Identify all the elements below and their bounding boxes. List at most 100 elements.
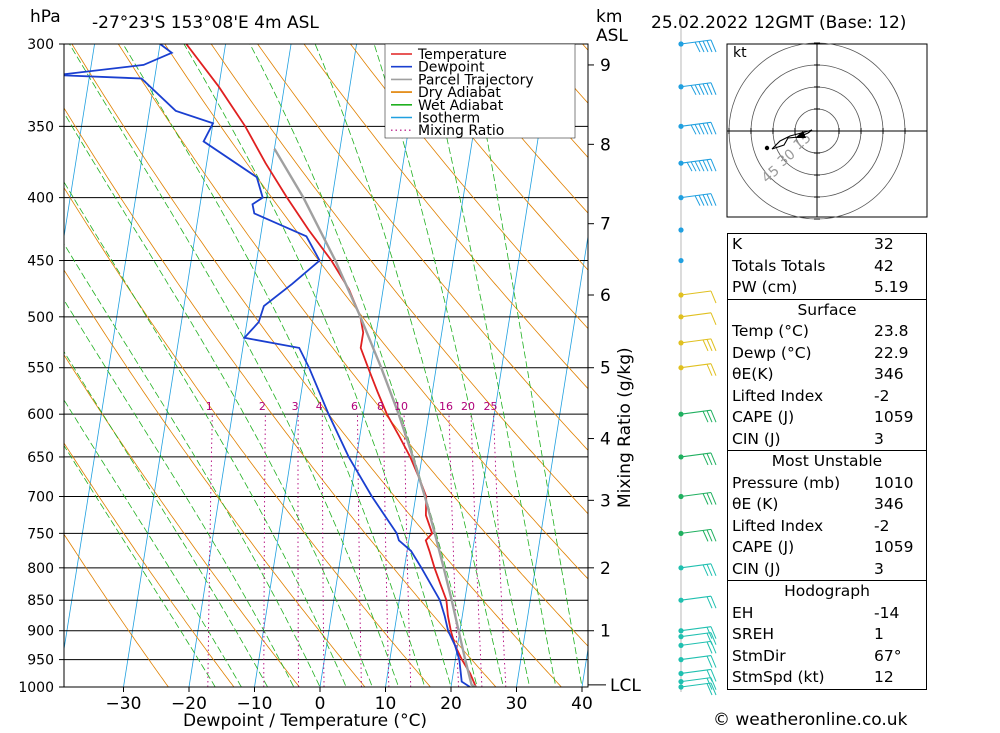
x-tick-label: 10 [375, 694, 397, 714]
mixing-ratio-line [493, 414, 507, 687]
wind-barb-tick [710, 596, 717, 609]
wind-barb-shaft [680, 82, 712, 88]
index-value: -2 [873, 516, 890, 535]
km-tick-label: 6 [600, 286, 611, 306]
wind-barb-tick [710, 409, 717, 423]
wind-barb-shaft [680, 409, 712, 415]
pressure-tick-label: 400 [27, 191, 54, 207]
dry-adiabat-line [349, 44, 588, 330]
wind-barb-tick [710, 655, 717, 668]
wind-barb-shaft [680, 632, 712, 638]
wind-barb-tick [710, 452, 717, 466]
wind-barb-tick [698, 123, 705, 135]
wind-barb-tick [706, 627, 713, 639]
wind-barb-tick [694, 41, 701, 53]
dry-adiabat-line [257, 44, 588, 451]
km-tick-label: 7 [600, 215, 611, 235]
km-tick-label: 1 [600, 622, 611, 642]
mixing-ratio-line [207, 414, 213, 687]
mixing-ratio-label: 25 [483, 400, 497, 413]
mixing-ratio-label: 2 [259, 400, 266, 413]
mixing-ratio-line [321, 414, 325, 687]
pressure-tick-label: 550 [27, 361, 54, 377]
dry-adiabat-line [71, 44, 562, 687]
wind-barb-tick [702, 83, 709, 95]
index-value: 1059 [873, 538, 914, 556]
wind-barb-tick [710, 632, 717, 645]
hodograph-trace [771, 129, 813, 150]
legend-entry: Temperature [417, 47, 507, 63]
index-label: θE(K) [732, 365, 774, 383]
dry-adiabat-line [164, 44, 588, 580]
legend-entry: Mixing Ratio [418, 123, 504, 139]
indices-section-row: Most Unstable [727, 450, 927, 473]
wind-barb-tick [686, 161, 693, 172]
wind-barb-shaft [680, 312, 712, 318]
indices-section-title: Surface [727, 298, 927, 321]
asl-label: ASL [596, 26, 628, 46]
wind-barb-tick [710, 338, 717, 352]
isotherm-line [385, 44, 488, 687]
dry-adiabat-line [934, 26, 1000, 713]
indices-row: StmSpd (kt) 12 [728, 667, 927, 689]
mixing-ratio-line [403, 414, 412, 687]
pressure-tick-label: 650 [27, 450, 54, 466]
legend-entry: Parcel Trajectory [418, 72, 534, 88]
index-value: 32 [873, 235, 894, 253]
pressure-tick-label: 500 [27, 310, 54, 326]
km-tick-label: 2 [600, 559, 611, 579]
dry-adiabat-line [64, 186, 431, 687]
lcl-label: LCL [610, 676, 641, 696]
wind-barb-tick [706, 193, 713, 206]
index-value: 12 [873, 668, 894, 686]
pressure-tick-label: 300 [27, 37, 54, 53]
wet-adiabat-line [64, 112, 373, 687]
x-tick-label: 0 [315, 694, 326, 714]
wind-barb-tick [702, 453, 709, 466]
index-label: θE (K) [732, 495, 779, 513]
profile-lines [64, 44, 477, 687]
pressure-tick-label: 1000 [18, 680, 54, 696]
wind-barb-tick [706, 40, 713, 53]
wind-barb-tick [710, 363, 717, 376]
wind-level-dot [678, 257, 684, 264]
index-value: 23.8 [873, 322, 909, 340]
x-tick-label: −30 [106, 694, 142, 714]
x-tick-label: −20 [171, 694, 207, 714]
indices-row: StmDir 67° [728, 646, 927, 668]
wind-barb-shaft [680, 193, 712, 199]
x-tick-label: 30 [506, 694, 528, 714]
wet-adiabat-line [64, 444, 216, 687]
wind-barb-tick [706, 122, 713, 135]
wind-barb-tick [706, 632, 713, 645]
wind-barb-tick [702, 194, 709, 206]
wind-level-dot [678, 657, 684, 663]
wind-barb-tick [706, 492, 713, 505]
wind-barb-tick [710, 529, 717, 542]
wind-level-dot [678, 227, 684, 233]
isotherm-line [64, 44, 95, 240]
indices-row: Temp (°C) 23.8 [728, 321, 927, 343]
mixing-ratio-line [357, 414, 362, 687]
wind-barb-tick [694, 195, 701, 206]
index-value: 3 [873, 429, 884, 448]
mixing-ratio-labels: 1 2 3 4 6 8 10 16 20 25 [206, 400, 498, 413]
wind-barb-tick [694, 160, 701, 172]
wind-barb-tick [702, 493, 709, 505]
dry-adiabat-line [64, 533, 169, 687]
indices-section-row: Surface [727, 298, 927, 321]
wind-barb-tick [706, 410, 713, 423]
index-label: PW (cm) [732, 278, 798, 296]
index-label: StmDir [732, 646, 786, 665]
wind-barb-shaft [680, 39, 712, 45]
index-label: Dewp (°C) [732, 343, 812, 362]
wet-adiabat-line [183, 44, 452, 687]
wet-adiabat-line [122, 44, 426, 687]
hodograph-end-dot [764, 145, 770, 151]
wind-barb-tick [706, 364, 713, 376]
pressure-tick-label: 350 [27, 119, 54, 135]
mixing-ratio-label: 4 [316, 400, 323, 413]
x-tick-label: 20 [440, 694, 462, 714]
wind-barb-tick [702, 339, 709, 352]
